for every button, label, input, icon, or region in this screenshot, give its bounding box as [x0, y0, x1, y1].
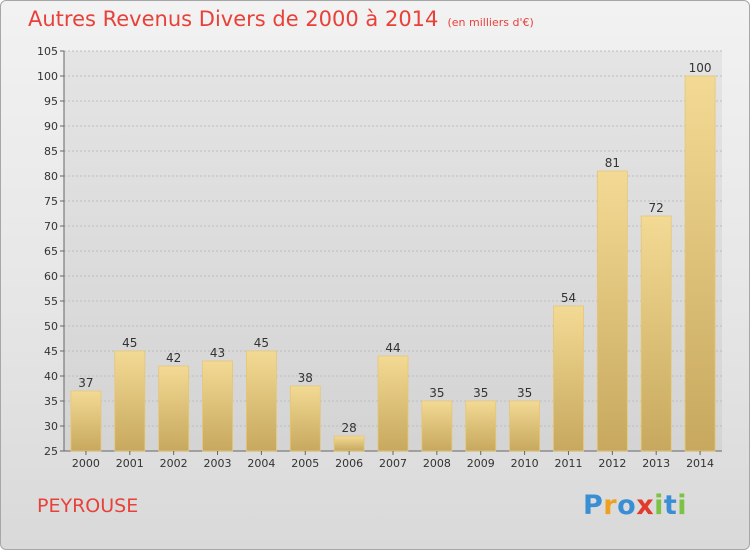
- chart-title: Autres Revenus Divers de 2000 à 2014: [28, 7, 439, 31]
- bar: [333, 435, 365, 452]
- bar-value-label: 44: [385, 341, 400, 355]
- bar-value-label: 28: [341, 421, 356, 435]
- bar: [509, 400, 541, 452]
- bar-value-label: 35: [429, 386, 444, 400]
- commune-name: PEYROUSE: [37, 495, 139, 517]
- x-tick-label: 2003: [204, 457, 232, 470]
- y-tick-label: 55: [44, 295, 58, 308]
- bar-value-label: 35: [473, 386, 488, 400]
- bar-value-label: 45: [122, 336, 137, 350]
- bar-value-label: 42: [166, 351, 181, 365]
- y-tick-label: 35: [44, 395, 58, 408]
- y-tick-label: 100: [37, 70, 58, 83]
- bar-value-label: 54: [561, 291, 576, 305]
- logo-letter: P: [583, 490, 604, 521]
- bar-value-label: 43: [210, 346, 225, 360]
- bar-value-label: 81: [605, 156, 620, 170]
- bar: [465, 400, 497, 452]
- bar: [421, 400, 453, 452]
- proxiti-logo: Proxiti: [583, 490, 687, 521]
- x-tick-label: 2007: [379, 457, 407, 470]
- x-tick-label: 2000: [72, 457, 100, 470]
- bar: [596, 170, 628, 452]
- x-tick-label: 2002: [160, 457, 188, 470]
- x-tick-label: 2010: [511, 457, 539, 470]
- chart-title-block: Autres Revenus Divers de 2000 à 2014 (en…: [28, 7, 534, 31]
- bar: [553, 305, 584, 452]
- logo-letter: r: [603, 490, 618, 521]
- bar: [377, 355, 409, 452]
- y-tick-label: 45: [44, 345, 58, 358]
- logo-letter: x: [636, 490, 655, 521]
- logo-letter: i: [654, 490, 664, 521]
- x-tick-label: 2004: [247, 457, 275, 470]
- y-tick-label: 105: [37, 45, 58, 58]
- logo-letter: i: [677, 490, 688, 521]
- logo-letter: o: [617, 490, 637, 521]
- x-tick-label: 2014: [686, 457, 714, 470]
- y-tick-label: 30: [44, 420, 58, 433]
- x-tick-label: 2001: [116, 457, 144, 470]
- y-tick-label: 70: [44, 220, 58, 233]
- bar: [245, 350, 277, 452]
- y-tick-label: 75: [44, 195, 58, 208]
- logo-letter: t: [663, 490, 678, 521]
- bar-value-label: 45: [254, 336, 269, 350]
- bar: [202, 360, 233, 452]
- chart-subtitle: (en milliers d'€): [447, 16, 534, 29]
- y-tick-label: 65: [44, 245, 58, 258]
- x-tick-label: 2013: [642, 457, 670, 470]
- bar: [70, 390, 102, 452]
- bar-value-label: 37: [78, 376, 93, 390]
- y-tick-label: 85: [44, 145, 58, 158]
- bar-value-label: 38: [298, 371, 313, 385]
- y-tick-label: 80: [44, 170, 58, 183]
- bar-value-label: 100: [689, 61, 712, 75]
- y-tick-label: 60: [44, 270, 58, 283]
- y-tick-label: 90: [44, 120, 58, 133]
- y-tick-label: 95: [44, 95, 58, 108]
- bar-value-label: 35: [517, 386, 532, 400]
- x-tick-label: 2006: [335, 457, 363, 470]
- bar-value-label: 72: [649, 201, 664, 215]
- y-tick-label: 40: [44, 370, 58, 383]
- y-tick-label: 25: [44, 445, 58, 458]
- bar: [640, 215, 672, 452]
- y-tick-label: 50: [44, 320, 58, 333]
- x-tick-label: 2012: [598, 457, 626, 470]
- bar: [289, 385, 321, 452]
- x-tick-label: 2011: [554, 457, 582, 470]
- x-tick-label: 2005: [291, 457, 319, 470]
- bar: [114, 350, 146, 452]
- x-tick-label: 2009: [467, 457, 495, 470]
- x-tick-label: 2008: [423, 457, 451, 470]
- bar: [158, 365, 190, 452]
- bar: [684, 75, 716, 452]
